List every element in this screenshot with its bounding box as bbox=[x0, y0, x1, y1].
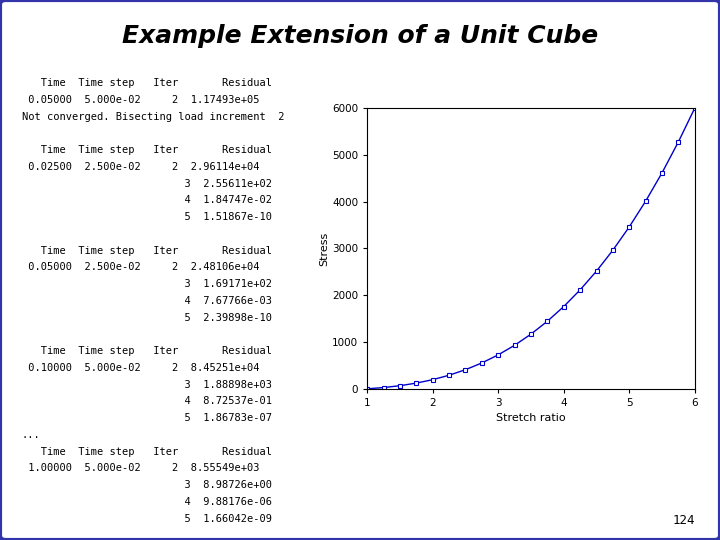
Text: 4  9.88176e-06: 4 9.88176e-06 bbox=[22, 497, 271, 507]
Text: 3  1.69171e+02: 3 1.69171e+02 bbox=[22, 279, 271, 289]
Text: Time  Time step   Iter       Residual: Time Time step Iter Residual bbox=[22, 145, 271, 156]
Text: 5  1.66042e-09: 5 1.66042e-09 bbox=[22, 514, 271, 524]
Text: 4  7.67766e-03: 4 7.67766e-03 bbox=[22, 296, 271, 306]
Text: 3  8.98726e+00: 3 8.98726e+00 bbox=[22, 480, 271, 490]
Text: ...: ... bbox=[22, 430, 40, 440]
Text: 5  1.51867e-10: 5 1.51867e-10 bbox=[22, 212, 271, 222]
Text: 0.10000  5.000e-02     2  8.45251e+04: 0.10000 5.000e-02 2 8.45251e+04 bbox=[22, 363, 259, 373]
Text: 3  2.55611e+02: 3 2.55611e+02 bbox=[22, 179, 271, 189]
Text: 4  1.84747e-02: 4 1.84747e-02 bbox=[22, 195, 271, 206]
Text: 0.05000  5.000e-02     2  1.17493e+05: 0.05000 5.000e-02 2 1.17493e+05 bbox=[22, 95, 259, 105]
Text: Time  Time step   Iter       Residual: Time Time step Iter Residual bbox=[22, 447, 271, 457]
Text: Time  Time step   Iter       Residual: Time Time step Iter Residual bbox=[22, 346, 271, 356]
Text: 1.00000  5.000e-02     2  8.55549e+03: 1.00000 5.000e-02 2 8.55549e+03 bbox=[22, 463, 259, 474]
Text: 5  2.39898e-10: 5 2.39898e-10 bbox=[22, 313, 271, 323]
Text: Example Extension of a Unit Cube: Example Extension of a Unit Cube bbox=[122, 24, 598, 48]
Text: 124: 124 bbox=[672, 514, 695, 526]
Text: 0.05000  2.500e-02     2  2.48106e+04: 0.05000 2.500e-02 2 2.48106e+04 bbox=[22, 262, 259, 273]
Text: 4  8.72537e-01: 4 8.72537e-01 bbox=[22, 396, 271, 407]
Text: 3  1.88898e+03: 3 1.88898e+03 bbox=[22, 380, 271, 390]
Y-axis label: Stress: Stress bbox=[319, 231, 329, 266]
Text: 0.02500  2.500e-02     2  2.96114e+04: 0.02500 2.500e-02 2 2.96114e+04 bbox=[22, 162, 259, 172]
Text: Time  Time step   Iter       Residual: Time Time step Iter Residual bbox=[22, 78, 271, 89]
Text: Time  Time step   Iter       Residual: Time Time step Iter Residual bbox=[22, 246, 271, 256]
X-axis label: Stretch ratio: Stretch ratio bbox=[496, 414, 566, 423]
Text: Not converged. Bisecting load increment  2: Not converged. Bisecting load increment … bbox=[22, 112, 284, 122]
Text: 5  1.86783e-07: 5 1.86783e-07 bbox=[22, 413, 271, 423]
